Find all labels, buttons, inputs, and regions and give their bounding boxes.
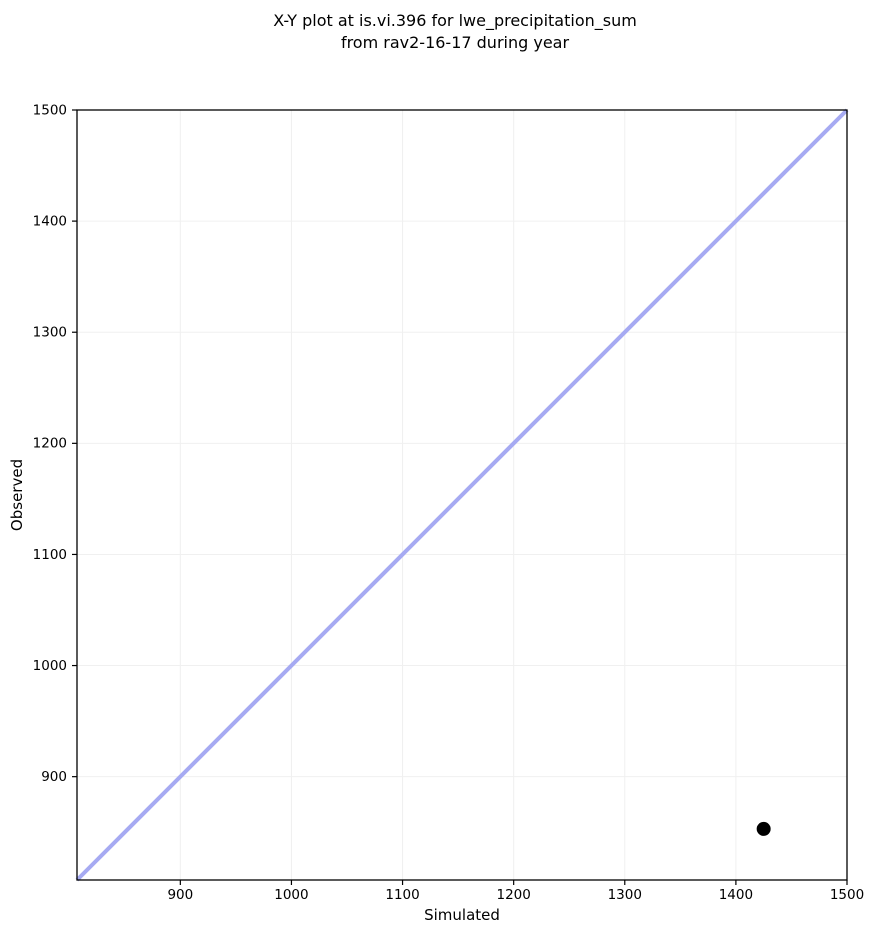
y-tick-label: 1400 xyxy=(33,213,67,229)
tick-layer: 900 1000 1100 1200 1300 1400 1500 900 1000 1100 12… xyxy=(33,102,865,903)
plot-border xyxy=(76,109,848,881)
one-to-one-line xyxy=(75,108,849,882)
x-axis-label: Simulated xyxy=(424,906,500,924)
x-tick-label: 1200 xyxy=(496,887,530,903)
x-tick-label: 1400 xyxy=(719,887,753,903)
y-tick-label: 1500 xyxy=(33,102,67,118)
chart-title-line-2: from rav2-16-17 during year xyxy=(341,33,570,52)
y-tick-label: 1300 xyxy=(33,325,67,341)
y-tick-label: 1200 xyxy=(33,436,67,452)
observed-vs-simulated-points-marker xyxy=(756,821,771,836)
x-tick-label: 1500 xyxy=(830,887,864,903)
x-tick-label: 1100 xyxy=(385,887,419,903)
x-tick-label: 900 xyxy=(167,887,193,903)
chart-title-line-1: X-Y plot at is.vi.396 for lwe_precipitat… xyxy=(273,11,637,31)
y-tick-label: 1000 xyxy=(33,658,67,674)
y-tick-label: 1100 xyxy=(33,547,67,563)
series-layer xyxy=(75,108,849,882)
x-tick-label: 1000 xyxy=(274,887,308,903)
y-axis-label: Observed xyxy=(8,459,26,531)
x-tick-label: 1300 xyxy=(608,887,642,903)
y-tick-label: 900 xyxy=(41,769,67,785)
